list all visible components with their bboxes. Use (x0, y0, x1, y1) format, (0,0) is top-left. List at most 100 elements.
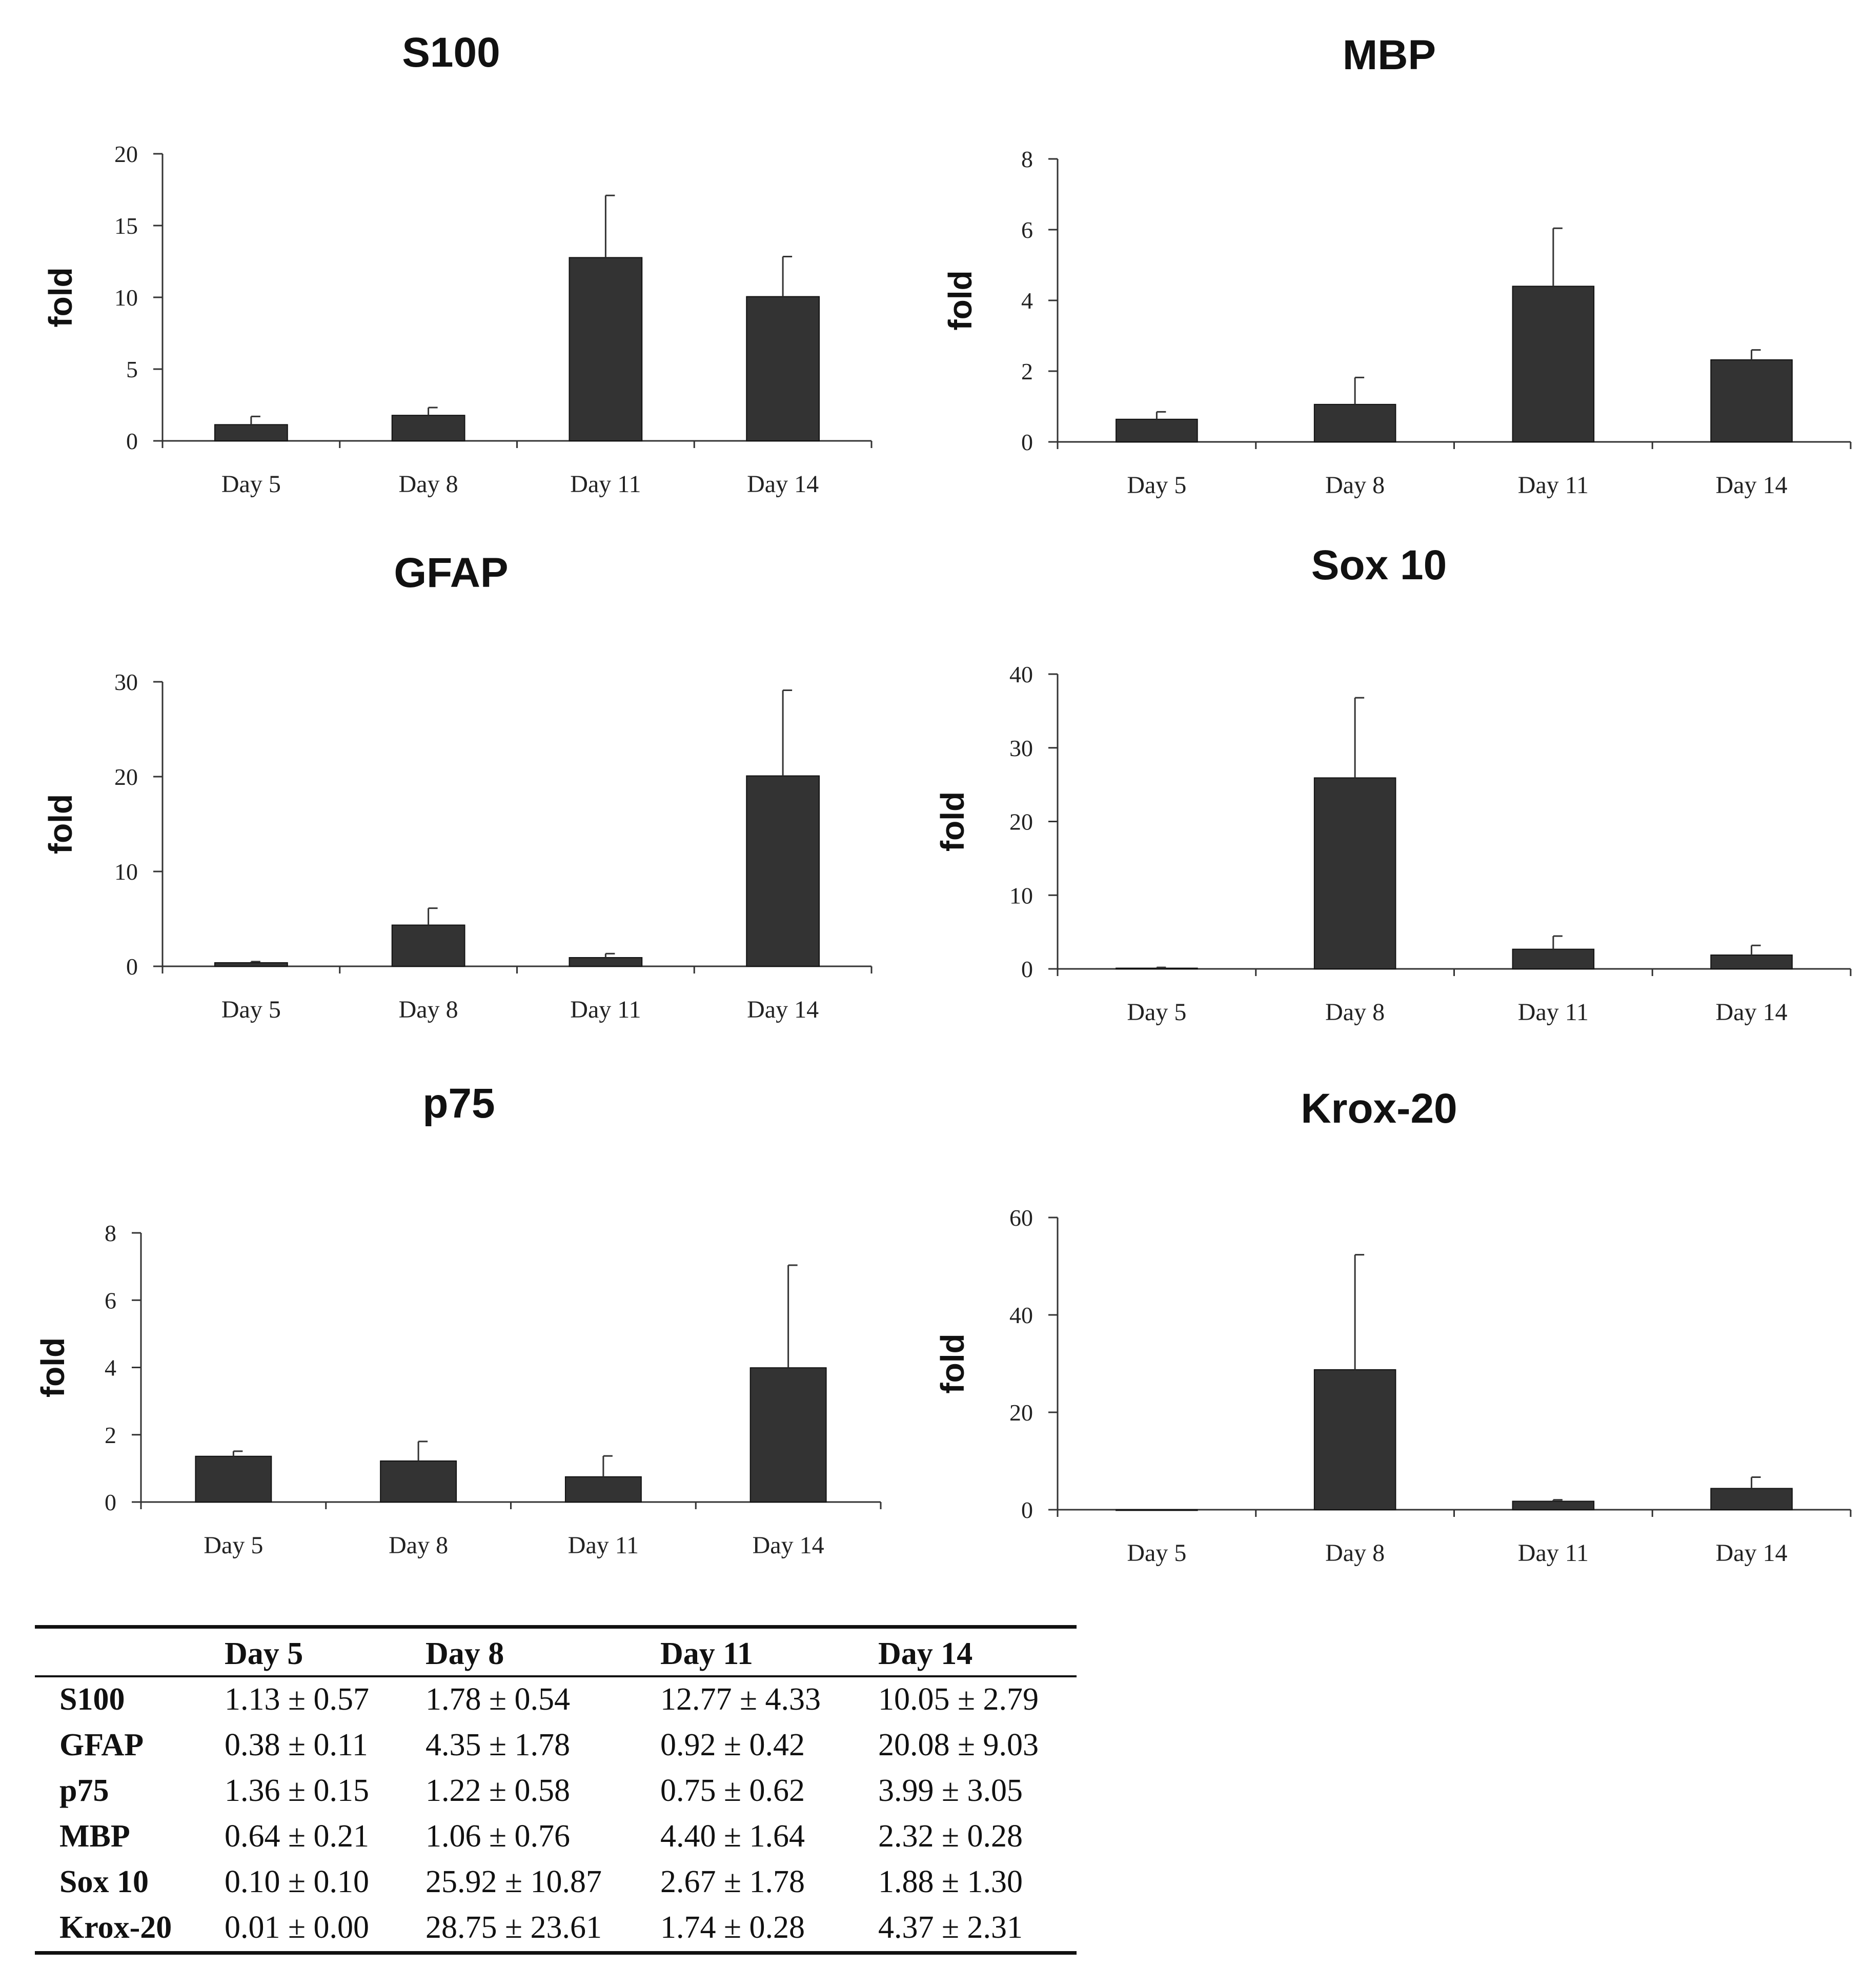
mbp-y-tick-label: 0 (1021, 429, 1033, 455)
gfap-y-axis-label: fold (42, 794, 79, 854)
gfap-y-tick-label: 0 (126, 954, 138, 980)
sox10-category-label: Day 11 (1518, 999, 1589, 1026)
p75-category-label: Day 14 (753, 1532, 824, 1559)
s100-y-tick-label: 0 (126, 428, 138, 454)
sox10-y-tick-label: 20 (1009, 809, 1033, 835)
table-header-row: Day 5 Day 8 Day 11 Day 14 (35, 1627, 1077, 1677)
krox20-bar-day8 (1313, 1369, 1396, 1510)
chart-panel-sox10: Sox 10 fold 0 10 20 30 40 Day 5 Day 8 Day 11 Day 1… (934, 542, 1852, 1026)
chart-panel-gfap: GFAP fold 0 10 20 30 Day 5 Day 8 Day 11 Day 14 (0, 0, 902, 1051)
gfap-category-label: Day 11 (570, 996, 641, 1023)
gfap-y-tick-label: 10 (114, 859, 138, 885)
krox20-category-label: Day 14 (1716, 1539, 1788, 1567)
gfap-bar-day8 (391, 924, 465, 967)
table-row-label: S100 (59, 1682, 125, 1717)
table-header-day5: Day 5 (225, 1627, 425, 1677)
sox10-category-label: Day 5 (1127, 999, 1186, 1026)
s100-bar-day8 (391, 415, 465, 441)
mbp-bar-day8 (1313, 403, 1396, 442)
sox10-chart-title: Sox 10 (1311, 542, 1447, 589)
p75-bar-day8 (380, 1460, 457, 1503)
table-cell: 1.78 ± 0.54 (425, 1682, 571, 1717)
chart-panel-mbp: MBP fold 0 2 4 6 8 Day 5 Day 8 Day 11 Day 14 (0, 0, 1865, 518)
sox10-y-axis-label: fold (934, 792, 971, 851)
p75-y-tick-label: 6 (105, 1287, 116, 1313)
s100-category-label: Day 11 (570, 471, 641, 498)
table-row: S100 1.13 ± 0.57 1.78 ± 0.54 12.77 ± 4.3… (35, 1676, 1077, 1723)
table-cell: 28.75 ± 23.61 (425, 1910, 602, 1945)
krox20-y-tick-label: 60 (1009, 1205, 1033, 1231)
chart-panel-p75: p75 fold 0 2 4 6 8 Day 5 Day 8 Day 11 Day 14 (0, 0, 902, 1584)
s100-category-label: Day 14 (747, 471, 819, 498)
sox10-y-tick-label: 30 (1009, 735, 1033, 761)
mbp-y-tick-label: 8 (1021, 146, 1033, 172)
table-row-label: Sox 10 (59, 1864, 149, 1899)
table-row: p75 1.36 ± 0.15 1.22 ± 0.58 0.75 ± 0.62 … (35, 1769, 1077, 1814)
sox10-y-tick-label: 10 (1009, 882, 1033, 908)
krox20-y-tick-label: 40 (1009, 1302, 1033, 1328)
s100-y-tick-label: 10 (114, 285, 138, 311)
krox20-y-tick-label: 0 (1021, 1497, 1033, 1523)
mbp-y-tick-label: 2 (1021, 358, 1033, 384)
table-row-label: GFAP (59, 1728, 144, 1762)
table-cell: 4.37 ± 2.31 (878, 1910, 1023, 1945)
mbp-category-label: Day 5 (1127, 472, 1186, 499)
p75-y-tick-label: 8 (105, 1220, 116, 1246)
mbp-chart-title: MBP (1343, 32, 1436, 78)
table-cell: 2.32 ± 0.28 (878, 1819, 1023, 1854)
gfap-bar-day14 (746, 775, 820, 967)
chart-p75: p75 fold 0 2 4 6 8 Day 5 Day 8 Day 11 Day 14 (34, 1080, 882, 1559)
chart-panel-s100: S100 fold 0 5 10 15 20 Day 5 Day 8 Day 11 Day 14 (0, 0, 902, 518)
mbp-category-label: Day 14 (1716, 472, 1788, 499)
chart-krox20: Krox-20 fold 0 20 40 60 Day 5 Day 8 Day 11 Day 14 (934, 1085, 1852, 1567)
table-cell: 1.74 ± 0.28 (660, 1910, 805, 1945)
table-row-label: p75 (59, 1773, 109, 1808)
s100-y-tick-label: 5 (126, 356, 138, 382)
p75-category-label: Day 11 (568, 1532, 639, 1559)
p75-y-axis-label: fold (34, 1337, 71, 1397)
sox10-bar-day11 (1512, 948, 1595, 970)
table-cell: 10.05 ± 2.79 (878, 1682, 1039, 1717)
s100-chart-title: S100 (402, 29, 500, 76)
table-cell: 2.67 ± 1.78 (660, 1864, 805, 1899)
table-row: Sox 10 0.10 ± 0.10 25.92 ± 10.87 2.67 ± … (35, 1860, 1077, 1905)
mbp-category-label: Day 8 (1325, 472, 1385, 499)
krox20-category-label: Day 5 (1127, 1539, 1186, 1567)
p75-category-label: Day 5 (204, 1532, 263, 1559)
krox20-category-label: Day 8 (1325, 1539, 1385, 1567)
table-cell: 0.92 ± 0.42 (660, 1728, 805, 1762)
sox10-category-label: Day 8 (1325, 999, 1385, 1026)
krox20-y-axis-label: fold (934, 1333, 971, 1393)
table-cell: 3.99 ± 3.05 (878, 1773, 1023, 1808)
krox20-bar-day5 (1116, 1509, 1198, 1511)
table-row-label: MBP (59, 1819, 130, 1854)
chart-gfap: GFAP fold 0 10 20 30 Day 5 Day 8 Day 11 Day 14 (42, 550, 873, 1023)
table-cell: 4.40 ± 1.64 (660, 1819, 805, 1854)
krox20-y-tick-label: 20 (1009, 1399, 1033, 1426)
gfap-category-label: Day 8 (399, 996, 458, 1023)
sox10-y-tick-label: 0 (1021, 956, 1033, 982)
table-cell: 0.75 ± 0.62 (660, 1773, 805, 1808)
gfap-y-tick-label: 30 (114, 669, 138, 695)
table-cell: 4.35 ± 1.78 (425, 1728, 571, 1762)
sox10-bar-day8 (1313, 777, 1396, 970)
mbp-y-tick-label: 6 (1021, 217, 1033, 243)
table-header-day11: Day 11 (660, 1627, 878, 1677)
krox20-bar-day14 (1710, 1488, 1793, 1511)
s100-category-label: Day 5 (221, 471, 281, 498)
table-header-day8: Day 8 (425, 1627, 660, 1677)
table-cell: 0.10 ± 0.10 (225, 1864, 370, 1899)
s100-bar-day5 (214, 424, 288, 441)
table-cell: 1.22 ± 0.58 (425, 1773, 571, 1808)
s100-y-axis-label: fold (42, 267, 79, 327)
krox20-category-label: Day 11 (1518, 1539, 1589, 1567)
p75-y-tick-label: 2 (105, 1422, 116, 1448)
table-row-label: Krox-20 (59, 1910, 172, 1945)
table-row: GFAP 0.38 ± 0.11 4.35 ± 1.78 0.92 ± 0.42… (35, 1723, 1077, 1769)
table-cell: 1.36 ± 0.15 (225, 1773, 370, 1808)
p75-y-tick-label: 0 (105, 1489, 116, 1515)
table-cell: 0.01 ± 0.00 (225, 1910, 370, 1945)
chart-s100: S100 fold 0 5 10 15 20 Day 5 Day 8 Day 11 Day 14 (42, 29, 873, 498)
sox10-y-tick-label: 40 (1009, 661, 1033, 687)
gfap-y-tick-label: 20 (114, 764, 138, 790)
